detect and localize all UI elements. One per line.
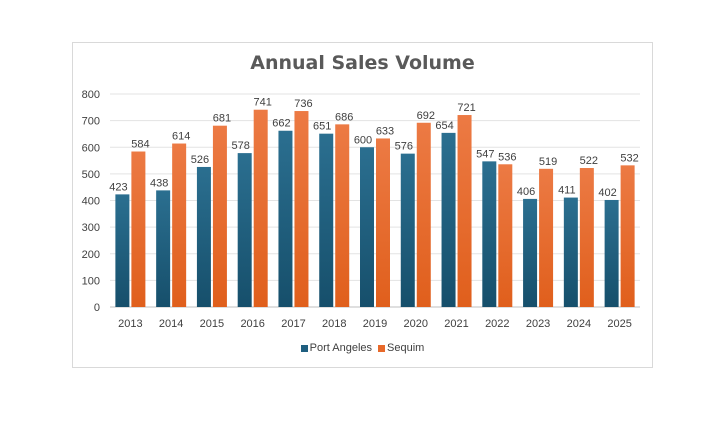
x-tick-label: 2021 <box>444 318 468 330</box>
bar-sequim-2020 <box>416 122 431 307</box>
data-label: 662 <box>272 118 290 130</box>
legend-swatch <box>300 344 308 352</box>
bar-port-angeles-2020 <box>400 153 415 307</box>
x-tick-label: 2023 <box>526 318 550 330</box>
x-tick-label: 2013 <box>118 318 142 330</box>
y-tick-label: 100 <box>82 275 100 287</box>
bar-port-angeles-2023 <box>523 198 538 307</box>
bar-port-angeles-2019 <box>360 147 374 307</box>
data-label: 654 <box>435 120 453 132</box>
bar-port-angeles-2024 <box>563 197 578 307</box>
data-label: 411 <box>558 185 576 197</box>
data-label: 402 <box>598 187 616 199</box>
data-label: 600 <box>354 134 372 146</box>
bar-sequim-2019 <box>376 138 390 307</box>
x-axis: 2013 2014 2015 2016 2017 2018 2019 2020 2021 2022… <box>118 318 632 330</box>
bar-sequim-2013 <box>131 151 146 307</box>
y-tick-label: 400 <box>82 196 100 208</box>
x-tick-label: 2015 <box>200 318 224 330</box>
bar-port-angeles-2021 <box>441 132 456 307</box>
data-label: 547 <box>476 148 494 160</box>
bar-port-angeles-2017 <box>278 130 293 307</box>
data-label: 736 <box>294 98 312 110</box>
data-label: 526 <box>191 154 209 166</box>
bar-sequim-2017 <box>294 111 309 307</box>
data-label: 721 <box>457 102 475 114</box>
bar-port-angeles-2013 <box>115 194 130 307</box>
bar-port-angeles-2015 <box>196 166 211 307</box>
y-tick-label: 200 <box>82 249 100 261</box>
data-label: 578 <box>232 140 250 152</box>
x-tick-label: 2017 <box>281 318 305 330</box>
data-label: 522 <box>580 155 598 167</box>
data-label: 741 <box>254 97 272 109</box>
bar-sequim-2021 <box>457 115 472 307</box>
data-label: 692 <box>417 110 435 122</box>
data-label: 532 <box>620 152 638 164</box>
data-label: 519 <box>539 156 557 168</box>
bar-sequim-2018 <box>335 124 350 307</box>
data-label: 681 <box>213 113 231 125</box>
y-tick-label: 0 <box>94 302 100 314</box>
legend-label: Port Angeles <box>309 342 373 354</box>
bar-sequim-2023 <box>539 168 554 307</box>
y-tick-label: 800 <box>82 89 100 101</box>
legend-label: Sequim <box>387 342 425 354</box>
bar-sequim-2022 <box>498 164 513 307</box>
data-label: 438 <box>150 177 168 189</box>
x-tick-label: 2016 <box>240 318 264 330</box>
legend-item-sequim: Sequim <box>378 342 424 354</box>
legend-swatch <box>378 344 386 352</box>
bar-port-angeles-2022 <box>482 161 497 307</box>
data-label: 614 <box>172 131 190 143</box>
x-tick-label: 2024 <box>567 318 591 330</box>
y-tick-label: 700 <box>82 116 100 128</box>
chart-title: Annual Sales Volume <box>250 52 475 74</box>
legend-item-port-angeles: Port Angeles <box>300 342 373 354</box>
y-axis: 0 100 200 300 400 500 600 700 800 <box>82 89 100 314</box>
data-label: 633 <box>376 125 394 137</box>
bar-sequim-2024 <box>579 168 594 307</box>
bar-port-angeles-2018 <box>319 133 334 307</box>
y-tick-label: 600 <box>82 142 100 154</box>
bar-port-angeles-2014 <box>156 190 171 307</box>
x-tick-label: 2022 <box>485 318 509 330</box>
x-tick-label: 2025 <box>607 318 631 330</box>
bar-sequim-2015 <box>212 125 227 307</box>
y-tick-label: 300 <box>82 222 100 234</box>
data-label: 406 <box>517 186 535 198</box>
data-label: 686 <box>335 111 353 123</box>
data-label: 651 <box>313 121 331 133</box>
x-tick-label: 2020 <box>404 318 428 330</box>
bar-sequim-2016 <box>253 109 268 308</box>
bar-port-angeles-2016 <box>237 153 252 307</box>
x-tick-label: 2019 <box>363 318 387 330</box>
data-label: 584 <box>131 139 149 151</box>
x-tick-label: 2014 <box>159 318 183 330</box>
data-label: 423 <box>109 181 127 193</box>
bar-sequim-2025 <box>620 165 635 307</box>
bar-sequim-2014 <box>172 143 187 307</box>
data-label: 536 <box>498 151 516 163</box>
legend: Port Angeles Sequim <box>72 342 653 355</box>
x-tick-label: 2018 <box>322 318 346 330</box>
data-label: 576 <box>395 141 413 153</box>
bars <box>115 109 635 308</box>
bar-port-angeles-2025 <box>604 199 619 307</box>
y-tick-label: 500 <box>82 169 100 181</box>
